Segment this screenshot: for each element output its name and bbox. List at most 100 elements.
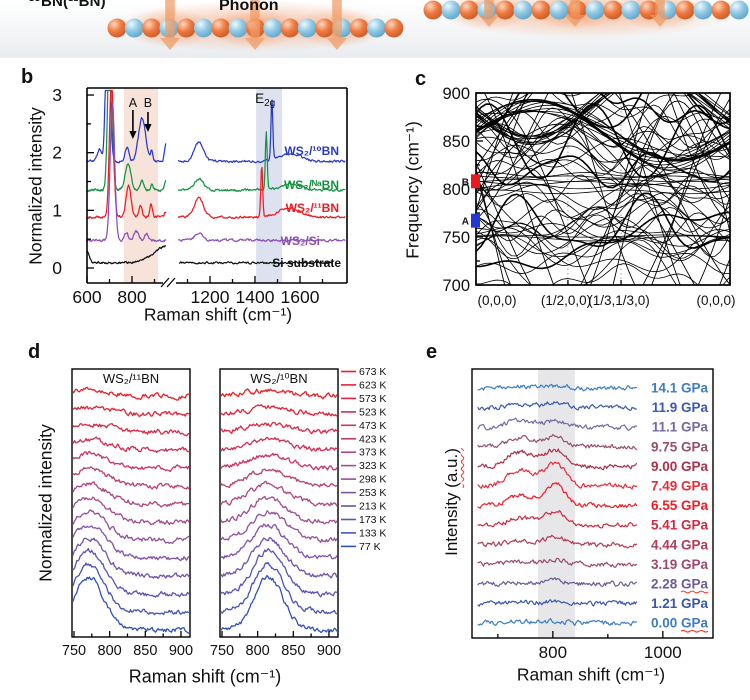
- svg-text:A: A: [462, 217, 469, 228]
- spectrum-label: WS₂/ᴺᵃBN: [284, 178, 339, 192]
- panel-d-spectrum-0-12: [73, 562, 189, 616]
- panel-d-spectrum-0-6: [73, 481, 189, 508]
- spectrum-label: Si substrate: [272, 256, 341, 270]
- panel-d-spectrum-0-9: [73, 525, 189, 562]
- panel-d-xaxis-title: Raman shift (cm⁻¹): [128, 666, 282, 687]
- nitrogen-atom: [367, 18, 386, 38]
- boron-atom: [495, 0, 515, 20]
- panel-b-spectrum-3: [177, 232, 346, 243]
- panel-d-spectrum-1-4: [221, 452, 337, 471]
- panel-d-curves-0: [73, 386, 189, 634]
- boron-atom: [639, 0, 659, 20]
- legend-label: 253 K: [359, 487, 386, 499]
- svg-text:1400: 1400: [236, 287, 275, 307]
- svg-text:750: 750: [210, 643, 234, 659]
- boron-atom: [423, 0, 443, 20]
- phonon-arrow-icon: [160, 0, 180, 50]
- pressure-label: 9.00 GPa: [651, 459, 709, 474]
- panel-d-plot: WS₂/¹¹BN 750 800 850 900 WS₂/¹⁰BN 750 800 850 900…: [62, 366, 387, 659]
- mode-marker-B: [471, 174, 480, 189]
- legend-label: 523 K: [359, 406, 386, 418]
- panel-a-phonon-label: Phonon: [219, 0, 279, 14]
- legend-label: 573 K: [359, 393, 386, 405]
- boron-atom: [711, 0, 731, 20]
- svg-text:850: 850: [281, 643, 305, 659]
- panel-e-spectrum-4: [477, 448, 638, 471]
- panel-e-spectrum-7: [477, 509, 638, 529]
- panel-e-spectrum-3: [477, 434, 638, 450]
- legend-label: 323 K: [359, 460, 386, 472]
- svg-text:800: 800: [539, 643, 567, 662]
- panel-a-schematic: ¹⁰BN(¹¹BN) Phonon: [0, 0, 750, 58]
- nitrogen-atom: [585, 0, 605, 20]
- nitrogen-atom: [513, 0, 533, 20]
- panel-b-letter: b: [21, 66, 34, 88]
- panel-b-spectrum-2: [177, 166, 346, 220]
- panel-e-plot: 14.1 GPa 11.9 GPa 11.1 GPa 9.75 GPa 9.00 GPa…: [471, 368, 714, 662]
- boron-atom: [531, 0, 551, 20]
- boron-atom: [142, 18, 162, 38]
- panel-d-subtitle: WS₂/¹⁰BN: [250, 371, 307, 386]
- svg-text:A: A: [129, 96, 138, 110]
- svg-text:800: 800: [117, 287, 146, 307]
- legend-label: 77 K: [359, 541, 381, 553]
- svg-text:900: 900: [169, 643, 193, 659]
- svg-text:2: 2: [52, 143, 62, 163]
- panel-d-spectrum-0-5: [73, 466, 189, 490]
- panel-c-letter: c: [415, 68, 427, 90]
- mode-marker-A: [471, 213, 480, 228]
- boron-atom: [349, 18, 369, 38]
- nitrogen-atom: [729, 0, 749, 20]
- panel-d-spectrum-1-13: [221, 574, 337, 633]
- boron-atom: [315, 18, 335, 38]
- nitrogen-atom: [693, 0, 713, 20]
- nitrogen-atom: [549, 0, 569, 20]
- phonon-arrow-icon: [327, 0, 347, 50]
- pressure-label: 5.41 GPa: [651, 518, 709, 533]
- panel-d-spectrum-0-10: [73, 537, 189, 580]
- boron-atom: [176, 18, 196, 38]
- panel-a-isotope-label: ¹⁰BN(¹¹BN): [29, 0, 106, 10]
- panel-d-spectrum-1-8: [221, 510, 337, 543]
- panel-e-yaxis-title-prefix: Intensity: [442, 487, 461, 556]
- panel-b-spectrum-1: [177, 131, 346, 193]
- panel-e-yaxis-title-au: (a.u.): [442, 448, 461, 488]
- atom-chain-0: [107, 0, 404, 50]
- panel-b-spectrum-4: [86, 244, 166, 265]
- svg-text:3: 3: [52, 85, 62, 105]
- panel-d-spectrum-1-3: [221, 436, 337, 452]
- panel-b-xaxis-title: Raman shift (cm⁻¹): [143, 304, 293, 325]
- phonon-bands: [476, 93, 730, 285]
- panel-d-spectrum-0-13: [73, 576, 189, 634]
- pressure-label: 6.55 GPa: [651, 498, 709, 513]
- svg-text:1200: 1200: [191, 287, 230, 307]
- panel-e-spectrum-10: [477, 577, 638, 588]
- panel-e-spectrum-11: [477, 599, 638, 607]
- panel-d-spectrum-0-0: [73, 386, 189, 401]
- panel-e-spectrum-5: [477, 461, 638, 490]
- pressure-label: 3.19 GPa: [651, 557, 709, 572]
- boron-atom: [675, 0, 695, 20]
- legend-label: 623 K: [359, 379, 386, 391]
- boron-atom: [384, 18, 404, 38]
- svg-text:1600: 1600: [281, 287, 320, 307]
- svg-text:B: B: [462, 177, 469, 188]
- legend-label: 423 K: [359, 433, 386, 445]
- boron-atom: [459, 0, 479, 20]
- panel-d-spectrum-0-2: [73, 423, 189, 437]
- legend-label: 298 K: [359, 474, 386, 486]
- panel-b-spectrum-4: [179, 261, 333, 265]
- panel-d-spectrum-1-10: [221, 537, 337, 579]
- spectrum-label: WS₂/Si: [281, 234, 320, 248]
- panel-a-canvas: [107, 0, 749, 52]
- panel-e-xaxis-title: Raman shift (cm⁻¹): [516, 664, 666, 685]
- svg-text:900: 900: [317, 643, 341, 659]
- svg-text:(1/3,1/3,0): (1/3,1/3,0): [588, 293, 650, 308]
- boron-atom: [280, 18, 300, 38]
- legend-label: 373 K: [359, 447, 386, 459]
- phonon-arrow-icon: [565, 0, 585, 27]
- svg-text:(0,0,0): (0,0,0): [696, 293, 735, 308]
- panel-c-plot: 700 750 800 850 900 (0,0,0) (1/2,0,0)(1/3,1/3,…: [442, 85, 735, 308]
